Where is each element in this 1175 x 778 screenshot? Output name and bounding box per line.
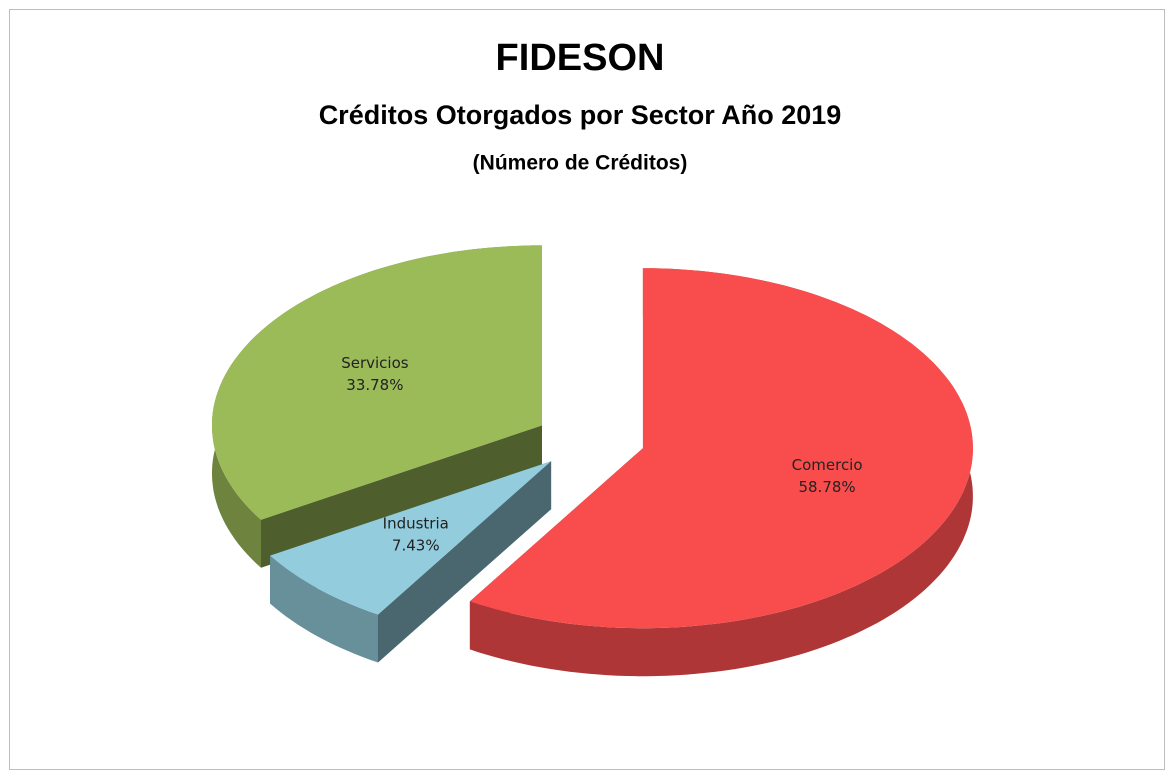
slice (212, 245, 542, 520)
slice (270, 461, 552, 615)
chart-subtitle: Créditos Otorgados por Sector Año 2019 (319, 100, 842, 130)
slice-side (469, 268, 973, 677)
chart-subtitle-2: (Número de Créditos) (473, 152, 688, 175)
slice (469, 268, 973, 629)
chart-title: FIDESON (496, 37, 665, 79)
data-label-value: 7.43% (392, 537, 440, 555)
data-label-name: Industria (383, 515, 449, 533)
data-label-name: Comercio (792, 456, 863, 474)
data-label-name: Servicios (341, 354, 409, 372)
data-label-value: 58.78% (798, 478, 855, 496)
slice-side (270, 555, 378, 663)
slice-side (261, 425, 542, 568)
data-label-value: 33.78% (346, 376, 403, 394)
